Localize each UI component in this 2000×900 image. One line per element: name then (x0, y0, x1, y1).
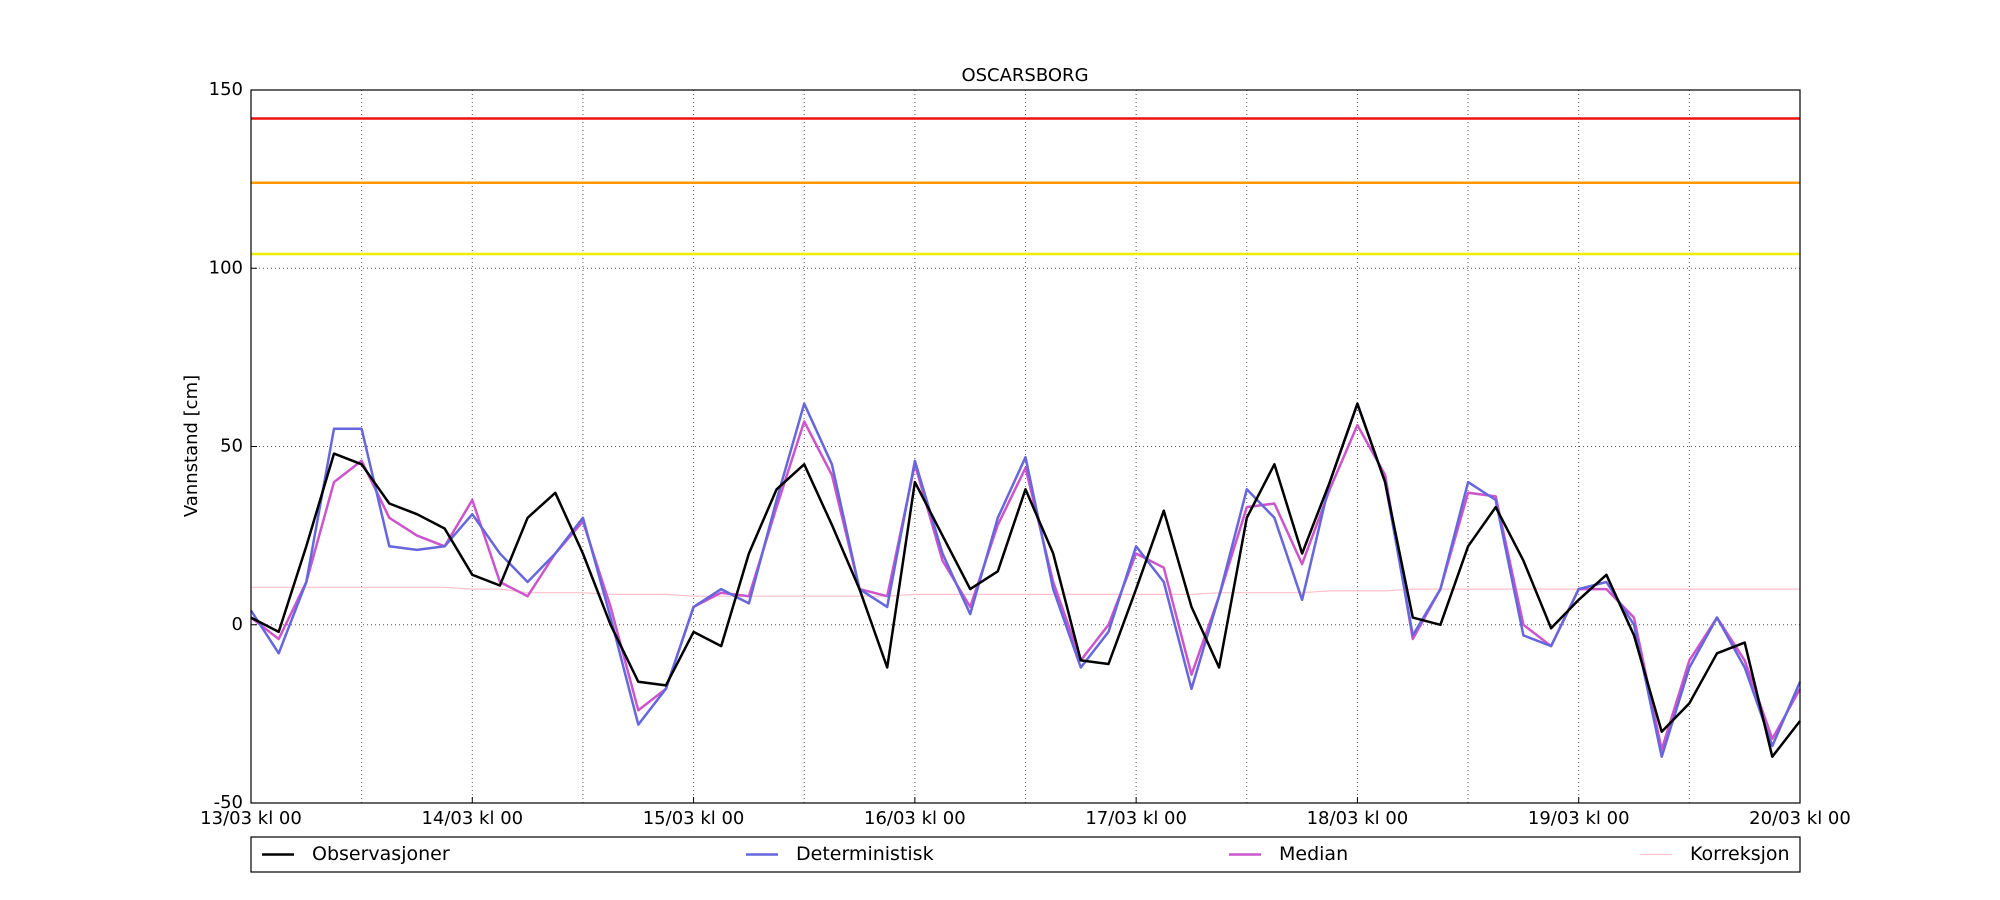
x-tick-label: 20/03 kl 00 (1749, 808, 1851, 829)
x-tick-label: 19/03 kl 00 (1528, 808, 1630, 829)
y-tick-label: -50 (214, 792, 243, 813)
x-tick-label: 17/03 kl 00 (1085, 808, 1187, 829)
x-tick-label: 16/03 kl 00 (864, 808, 966, 829)
x-tick-label: 18/03 kl 00 (1307, 808, 1409, 829)
legend-label: Korreksjon (1690, 843, 1790, 865)
y-tick-label: 0 (232, 614, 243, 635)
legend-label: Observasjoner (312, 843, 450, 865)
x-tick-label: 15/03 kl 00 (643, 808, 745, 829)
y-tick-label: 150 (209, 79, 243, 100)
legend-label: Deterministisk (796, 843, 934, 865)
series-line (250, 402, 1801, 758)
y-axis-label: Vannstand [cm] (181, 375, 202, 517)
y-tick-label: 100 (209, 257, 243, 278)
legend-label: Median (1279, 843, 1348, 865)
chart-title: OSCARSBORG (961, 65, 1088, 86)
series-line (251, 586, 1800, 597)
x-tick-label: 14/03 kl 00 (421, 808, 523, 829)
series-line (250, 420, 1802, 751)
x-tick-label: 13/03 kl 00 (200, 808, 302, 829)
plot-frame (250, 89, 1801, 804)
y-tick-label: 50 (220, 436, 243, 457)
legend-box (250, 836, 1801, 873)
